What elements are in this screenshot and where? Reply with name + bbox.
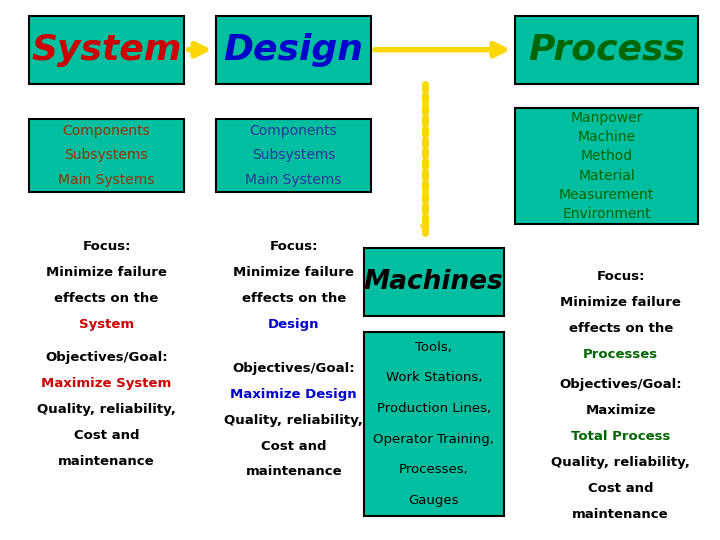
Text: Gauges: Gauges [408, 494, 459, 507]
Text: Processes,: Processes, [399, 463, 469, 476]
Text: Machines: Machines [364, 269, 504, 295]
Text: Method: Method [580, 150, 633, 164]
Text: System: System [31, 33, 181, 67]
Text: Maximize Design: Maximize Design [230, 388, 357, 401]
Text: Design: Design [268, 318, 320, 331]
Text: Operator Training,: Operator Training, [374, 433, 494, 446]
Text: Quality, reliability,: Quality, reliability, [552, 456, 690, 469]
Text: Objectives/Goal:: Objectives/Goal: [45, 351, 168, 364]
Text: System: System [79, 318, 134, 331]
Text: Quality, reliability,: Quality, reliability, [37, 403, 176, 416]
Text: effects on the: effects on the [569, 322, 672, 335]
Text: Work Stations,: Work Stations, [386, 372, 482, 384]
Text: Material: Material [578, 168, 635, 183]
Text: Measurement: Measurement [559, 188, 654, 202]
Text: Components: Components [63, 124, 150, 138]
FancyBboxPatch shape [29, 16, 184, 84]
Text: Components: Components [250, 124, 337, 138]
Text: Focus:: Focus: [596, 270, 645, 283]
Text: Manpower: Manpower [570, 111, 643, 125]
FancyBboxPatch shape [216, 16, 371, 84]
Text: Objectives/Goal:: Objectives/Goal: [233, 362, 355, 375]
Text: Objectives/Goal:: Objectives/Goal: [559, 378, 682, 391]
Text: Production Lines,: Production Lines, [377, 402, 491, 415]
Text: Design: Design [223, 33, 364, 67]
Text: Maximize: Maximize [585, 404, 656, 417]
Text: Maximize System: Maximize System [42, 377, 171, 390]
Text: Minimize failure: Minimize failure [560, 296, 681, 309]
Text: Machine: Machine [577, 130, 636, 144]
Text: Total Process: Total Process [571, 430, 670, 443]
Text: Cost and: Cost and [588, 482, 653, 495]
Text: Main Systems: Main Systems [246, 173, 341, 186]
Text: Tools,: Tools, [415, 341, 452, 354]
Text: maintenance: maintenance [572, 508, 669, 521]
Text: Focus:: Focus: [269, 240, 318, 253]
Text: Subsystems: Subsystems [65, 148, 148, 162]
Text: Minimize failure: Minimize failure [233, 266, 354, 279]
Text: Cost and: Cost and [261, 440, 326, 453]
FancyBboxPatch shape [29, 119, 184, 192]
FancyBboxPatch shape [216, 119, 371, 192]
Text: maintenance: maintenance [58, 455, 155, 468]
Text: Subsystems: Subsystems [252, 148, 335, 162]
FancyBboxPatch shape [515, 16, 698, 84]
FancyBboxPatch shape [364, 332, 504, 516]
Text: Process: Process [528, 33, 685, 67]
Text: Minimize failure: Minimize failure [46, 266, 167, 279]
Text: Cost and: Cost and [74, 429, 139, 442]
Text: Focus:: Focus: [82, 240, 131, 253]
Text: Quality, reliability,: Quality, reliability, [225, 414, 363, 427]
Text: effects on the: effects on the [55, 292, 158, 305]
FancyBboxPatch shape [364, 248, 504, 316]
Text: Main Systems: Main Systems [58, 173, 154, 186]
Text: Environment: Environment [562, 207, 651, 221]
Text: effects on the: effects on the [242, 292, 346, 305]
Text: Processes: Processes [583, 348, 658, 361]
Text: maintenance: maintenance [246, 465, 342, 478]
FancyBboxPatch shape [515, 108, 698, 224]
